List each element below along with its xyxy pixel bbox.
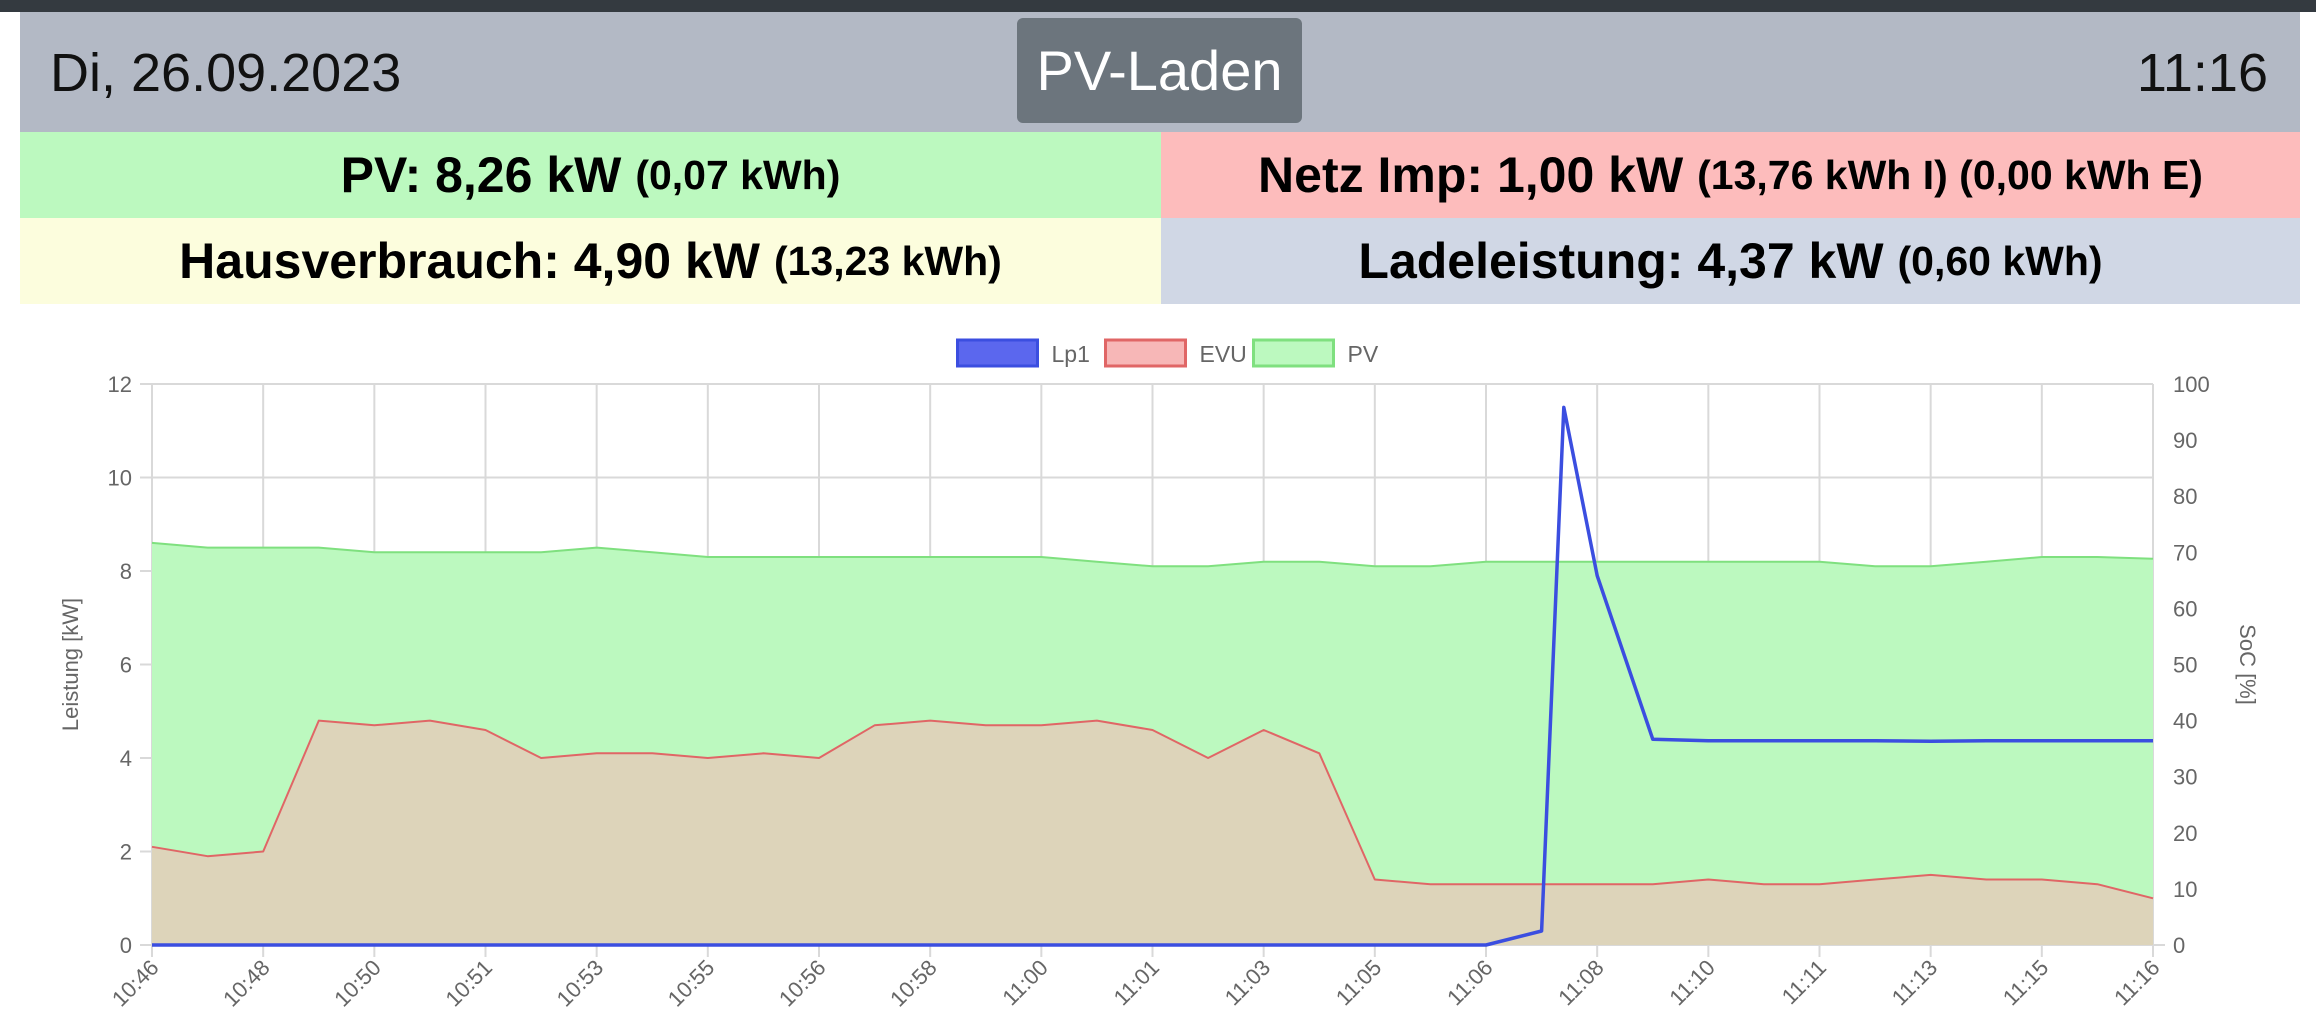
x-tick-label: 11:06 <box>1442 955 1497 1010</box>
x-tick-label: 11:03 <box>1220 955 1275 1010</box>
legend-swatch <box>1252 338 1335 368</box>
x-tick-label: 11:05 <box>1331 955 1386 1010</box>
legend-item-pv: PV <box>1252 338 1379 368</box>
pv-energy-value: (0,07 kWh) <box>635 151 841 198</box>
y-tick-label: 2 <box>120 840 132 865</box>
y-tick-label: 12 <box>108 372 132 397</box>
y2-tick-label: 80 <box>2173 484 2197 509</box>
house-consumption-value: Hausverbrauch: 4,90 kW <box>179 233 760 289</box>
y2-tick-label: 20 <box>2173 821 2197 846</box>
series-evu-line <box>151 719 2154 900</box>
chart-areas <box>152 542 2153 945</box>
time-display: 11:16 <box>2136 43 2268 103</box>
legend-swatch <box>956 338 1039 368</box>
series-pv-line <box>151 541 2154 568</box>
y-tick-label: 10 <box>108 466 132 491</box>
charging-power-value: Ladeleistung: 4,37 kW <box>1358 233 1884 289</box>
y-tick-label: 6 <box>120 653 132 678</box>
series-evu-area <box>152 720 2153 945</box>
header-bar: Di, 26.09.2023 PV-Laden 11:16 <box>20 12 2300 132</box>
x-tick-label: 11:15 <box>1998 955 2053 1010</box>
x-tick-label: 11:16 <box>2109 955 2164 1010</box>
top-bar <box>0 0 2316 12</box>
y2-tick-label: 60 <box>2173 596 2197 621</box>
x-tick-label: 11:13 <box>1887 955 1942 1010</box>
charging-power-tile: Ladeleistung: 4,37 kW (0,60 kWh) <box>1161 218 2300 304</box>
charging-energy-value: (0,60 kWh) <box>1897 237 2103 284</box>
x-tick-label: 10:51 <box>440 955 497 1012</box>
legend-item-evu: EVU <box>1104 338 1247 368</box>
charge-mode-button[interactable]: PV-Laden <box>1017 18 1302 123</box>
legend-swatch <box>1104 338 1187 368</box>
x-tick-label: 11:08 <box>1553 955 1608 1010</box>
y-axis-title: Leistung [kW] <box>58 598 83 731</box>
grid-import-value: Netz Imp: 1,00 kW <box>1258 147 1684 203</box>
pv-power-tile: PV: 8,26 kW (0,07 kWh) <box>20 132 1161 218</box>
y2-tick-label: 70 <box>2173 540 2197 565</box>
x-tick-label: 11:01 <box>1109 955 1164 1010</box>
x-tick-label: 10:46 <box>107 955 164 1012</box>
x-tick-label: 10:50 <box>329 955 386 1012</box>
grid-energy-values: (13,76 kWh I) (0,00 kWh E) <box>1697 151 2203 198</box>
date-display: Di, 26.09.2023 <box>50 43 402 103</box>
y2-tick-label: 30 <box>2173 765 2197 790</box>
x-tick-label: 10:56 <box>774 955 831 1012</box>
y2-axis-title: SoC [%] <box>2235 624 2260 705</box>
chart-lines <box>151 405 2154 947</box>
y2-tick-label: 100 <box>2173 372 2210 397</box>
series-lp1-line <box>152 405 2153 947</box>
y-tick-label: 8 <box>120 559 132 584</box>
power-chart: Lp1 EVU PV 0 2 4 6 8 10 12 0 10 20 30 40 50 60 70 80 90 100… <box>58 338 2260 1012</box>
y2-tick-label: 0 <box>2173 933 2185 958</box>
y2-tick-label: 40 <box>2173 709 2197 734</box>
x-tick-label: 11:11 <box>1777 955 1831 1009</box>
chart-legend: Lp1 EVU PV <box>956 338 1379 368</box>
legend-label: EVU <box>1200 341 1247 367</box>
legend-label: Lp1 <box>1052 341 1090 367</box>
legend-item-lp1: Lp1 <box>956 338 1090 368</box>
y-tick-label: 0 <box>120 933 132 958</box>
legend-label: PV <box>1348 341 1379 367</box>
x-tick-label: 10:58 <box>885 955 942 1012</box>
x-tick-label: 10:55 <box>663 955 720 1012</box>
house-consumption-tile: Hausverbrauch: 4,90 kW (13,23 kWh) <box>20 218 1161 304</box>
y2-tick-label: 50 <box>2173 653 2197 678</box>
pv-power-value: PV: 8,26 kW <box>340 147 622 203</box>
x-tick-label: 10:48 <box>218 955 275 1012</box>
x-tick-label: 11:10 <box>1664 955 1719 1010</box>
x-tick-label: 11:00 <box>997 955 1052 1010</box>
y-tick-label: 4 <box>120 746 132 771</box>
y2-tick-label: 10 <box>2173 877 2197 902</box>
grid-import-tile: Netz Imp: 1,00 kW (13,76 kWh I) (0,00 kW… <box>1161 132 2300 218</box>
x-tick-label: 10:53 <box>552 955 609 1012</box>
house-energy-value: (13,23 kWh) <box>773 237 1002 284</box>
y2-tick-label: 90 <box>2173 428 2197 453</box>
